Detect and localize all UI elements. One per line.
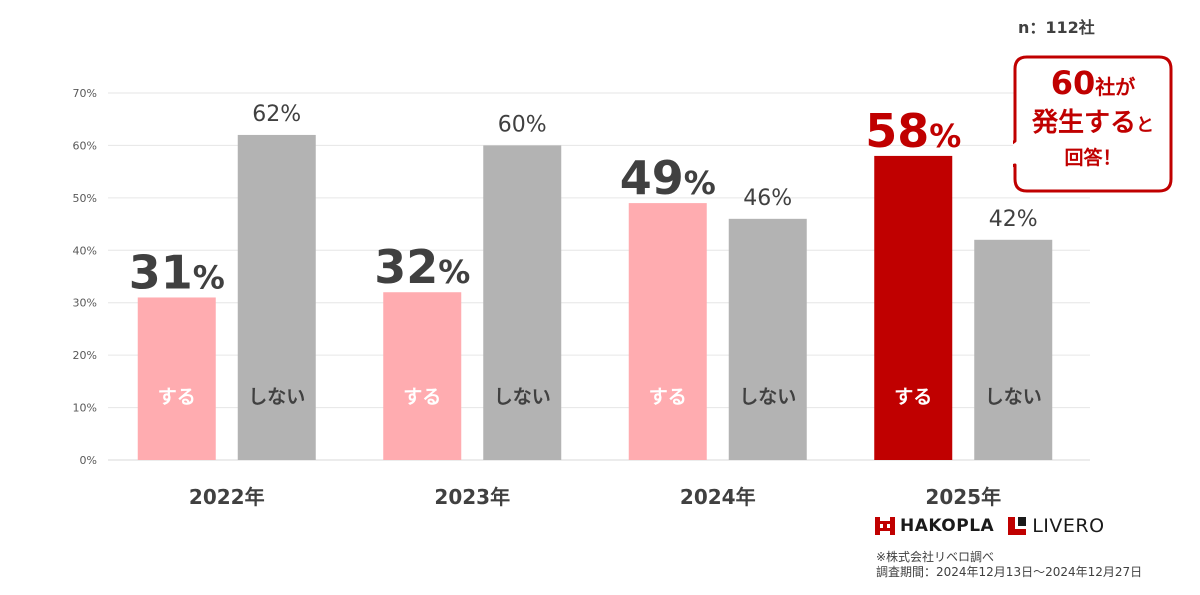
x-tick-label: 2022年 — [189, 485, 265, 509]
y-tick-label: 60% — [73, 139, 97, 152]
x-tick-label: 2024年 — [680, 485, 756, 509]
y-tick-label: 30% — [73, 297, 97, 310]
bar-label-shinai: しない — [739, 386, 796, 408]
bar-suru — [874, 155, 953, 460]
callout-count-suffix: 社が — [1095, 75, 1136, 99]
y-tick-label: 20% — [73, 349, 97, 362]
value-label-shinai: 42% — [989, 207, 1038, 232]
livero-logo-text: LIVERO — [1032, 515, 1105, 537]
value-label-suru: 58% — [865, 104, 961, 158]
callout-line-3: 回答！ — [1064, 147, 1122, 169]
bar-label-suru: する — [403, 386, 441, 408]
bar-suru — [628, 203, 707, 460]
livero-mark-icon — [1008, 517, 1027, 535]
callout-text: 60社が 発生すると 回答！ — [1013, 64, 1173, 173]
callout-line-2: 発生すると — [1013, 106, 1173, 143]
bar-shinai — [974, 239, 1053, 460]
callout-occur: 発生する — [1031, 108, 1136, 138]
y-tick-label: 50% — [73, 192, 97, 205]
bar-suru — [137, 297, 216, 460]
x-tick-label: 2023年 — [434, 485, 510, 509]
hakopla-logo: HAKOPLA — [874, 515, 994, 537]
logos: HAKOPLA LIVERO — [874, 515, 1105, 537]
x-axis-ticks: 2022年 2023年 2024年 2025年 — [189, 485, 1001, 509]
hakopla-logo-text: HAKOPLA — [900, 516, 995, 536]
bar-shinai — [237, 134, 316, 460]
bar-label-suru: する — [649, 386, 687, 408]
bar-label-suru: する — [158, 386, 196, 408]
callout-bubble — [1013, 55, 1173, 193]
livero-logo: LIVERO — [1006, 515, 1104, 537]
y-tick-label: 10% — [73, 402, 97, 415]
bar-suru — [383, 292, 462, 460]
footnote-period: 調査期間：2024年12月13日～2024年12月27日 — [876, 565, 1143, 579]
bars — [137, 134, 1053, 460]
bar-label-shinai: しない — [248, 386, 305, 408]
callout-line-1: 60社が — [1013, 64, 1173, 106]
hakopla-mark-icon — [875, 517, 895, 535]
value-label-shinai: 46% — [743, 186, 792, 211]
y-tick-label: 0% — [80, 454, 97, 467]
bar-shinai — [483, 145, 562, 460]
y-axis-ticks: 0% 10% 20% 30% 40% 50% 60% 70% — [73, 87, 97, 467]
value-labels: する しない 31% 62% する しない 32% 60% する しない 49% 46% する しない 58… — [129, 102, 1042, 408]
bar-shinai — [728, 218, 807, 460]
value-label-shinai: 60% — [498, 112, 547, 137]
bar-label-suru: する — [894, 386, 932, 408]
y-tick-label: 70% — [73, 87, 97, 100]
value-label-suru: 31% — [129, 245, 225, 299]
callout-occur-suffix: と — [1136, 115, 1154, 136]
callout-count: 60 — [1050, 64, 1096, 102]
x-tick-label: 2025年 — [925, 485, 1001, 509]
sample-size-label: n：112社 — [1018, 18, 1095, 37]
footnote: ※株式会社リベロ調べ 調査期間：2024年12月13日～2024年12月27日 — [876, 550, 1142, 580]
y-tick-label: 40% — [73, 244, 97, 257]
value-label-shinai: 62% — [252, 102, 301, 127]
bar-label-shinai: しない — [985, 386, 1042, 408]
bar-label-shinai: しない — [494, 386, 551, 408]
value-label-suru: 49% — [620, 151, 716, 205]
footnote-source: ※株式会社リベロ調べ — [876, 550, 995, 564]
value-label-suru: 32% — [374, 240, 470, 294]
